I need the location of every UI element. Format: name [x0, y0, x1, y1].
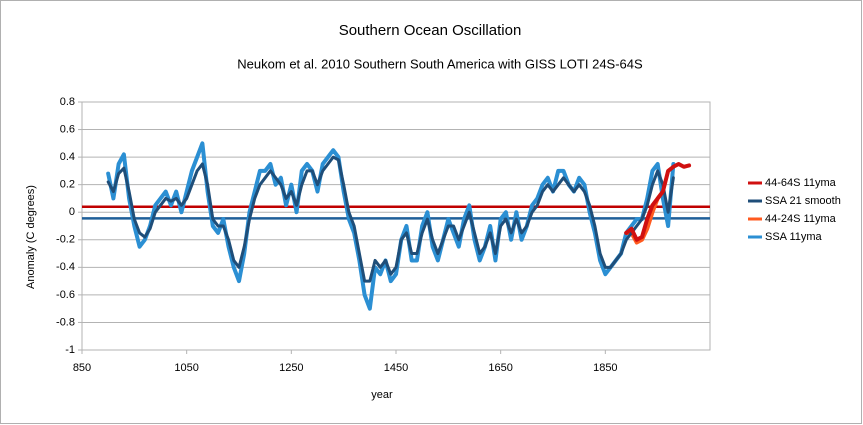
y-axis-label: Anomaly (C degrees) — [25, 185, 37, 289]
x-tick-label: 1650 — [488, 362, 512, 374]
y-tick-label: -0.4 — [56, 261, 75, 273]
y-tick-label: 0.4 — [60, 151, 75, 163]
x-axis-label: year — [371, 389, 393, 401]
legend-label: SSA 21 smooth — [765, 195, 841, 207]
series-line — [624, 162, 692, 242]
x-tick-label: 850 — [73, 362, 91, 374]
x-tick-label: 1450 — [384, 362, 408, 374]
y-tick-label: -1 — [65, 344, 75, 356]
legend-label: SSA 11yma — [765, 231, 823, 243]
series-line — [106, 141, 676, 311]
chart-subtitle: Neukom et al. 2010 Southern South Americ… — [237, 56, 643, 71]
y-tick-label: -0.8 — [56, 316, 75, 328]
y-tick-label: -0.6 — [56, 289, 75, 301]
y-tick-label: 0.8 — [60, 96, 75, 108]
y-tick-label: 0 — [69, 206, 75, 218]
x-tick-label: 1050 — [174, 362, 198, 374]
series-line — [106, 155, 675, 283]
y-tick-label: -0.2 — [56, 234, 75, 246]
legend-label: 44-64S 11yma — [765, 177, 837, 189]
y-tick-label: 0.6 — [60, 123, 75, 135]
x-tick-label: 1250 — [279, 362, 303, 374]
legend-label: 44-24S 11yma — [765, 213, 837, 225]
x-tick-label: 1850 — [593, 362, 617, 374]
chart-title: Southern Ocean Oscillation — [339, 22, 522, 39]
y-tick-label: 0.2 — [60, 179, 75, 191]
